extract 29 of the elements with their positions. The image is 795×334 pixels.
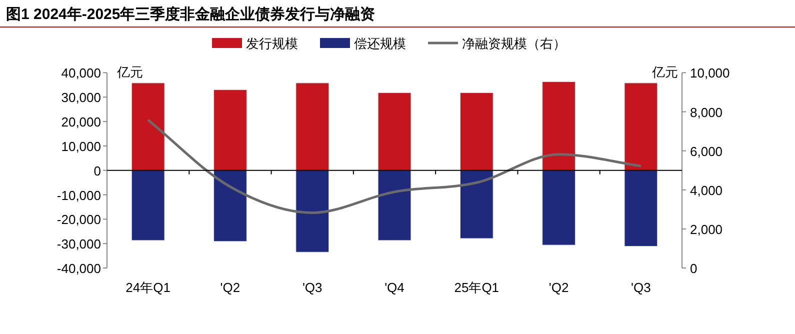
y-axis-title: 亿元: [116, 64, 143, 80]
y-tick-label: -20,000: [56, 212, 101, 228]
y-tick-label: 40,000: [61, 66, 101, 81]
x-tick-label: 'Q2: [548, 280, 569, 295]
legend-label: 发行规模: [246, 36, 298, 51]
legend-label: 净融资规模（右）: [462, 36, 566, 51]
x-tick-label: 24年Q1: [126, 280, 170, 295]
line-series: [146, 118, 642, 214]
y-tick-label: -30,000: [56, 236, 101, 252]
y2-tick-label: 4,000: [690, 182, 723, 198]
y-tick-label: 0: [94, 163, 101, 178]
x-tick-label: 'Q2: [220, 280, 240, 295]
x-tick-label: 'Q3: [631, 280, 651, 295]
y2-tick-label: 10,000: [690, 66, 730, 81]
x-tick-label: 'Q3: [302, 280, 322, 295]
x-tick-label: 'Q4: [384, 280, 404, 295]
y-tick-label: 10,000: [61, 138, 101, 154]
y2-tick-label: 0: [690, 261, 698, 276]
y-tick-label: 20,000: [61, 114, 101, 130]
y2-tick-label: 6,000: [690, 144, 723, 159]
chart-title: 图1 2024年-2025年三季度非金融企业债券发行与净融资: [6, 5, 376, 23]
legend-label: 偿还规模: [354, 36, 406, 51]
y-tick-label: -10,000: [56, 188, 101, 203]
x-tick-label: 25年Q1: [454, 280, 500, 295]
y2-axis-title: 亿元: [651, 64, 678, 80]
y2-tick-label: 8,000: [690, 104, 723, 120]
y-tick-label: 30,000: [61, 90, 101, 106]
y2-tick-label: 2,000: [690, 222, 723, 237]
y-tick-label: -40,000: [56, 261, 101, 276]
